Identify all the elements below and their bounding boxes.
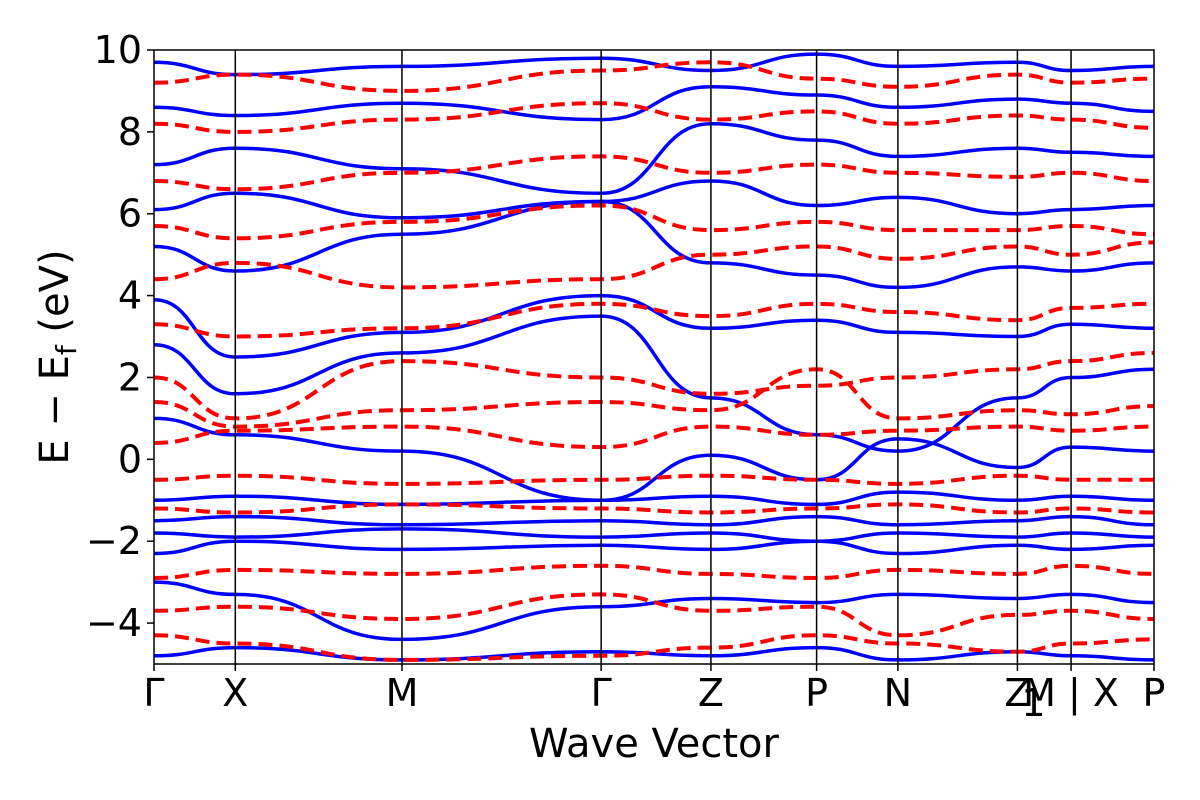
dashed-band-line-9 xyxy=(154,240,1154,290)
kpoint-lines xyxy=(234,50,1072,664)
plot-frame xyxy=(153,49,1155,665)
x-tick-label-3: Γ xyxy=(591,671,612,715)
x-axis-title: Wave Vector xyxy=(529,721,780,767)
y-axis-title-unit: (eV) xyxy=(32,249,78,345)
x-tick-label-5: P xyxy=(805,671,828,715)
y-axis: −4 −2 0 2 4 6 8 10 xyxy=(86,28,154,645)
x-tick-label-2: M xyxy=(386,671,419,715)
y-axis-title-subscript: f xyxy=(50,344,83,355)
x-tick-label-1: X xyxy=(222,671,248,715)
x-tick-label-6: N xyxy=(884,671,912,715)
solid-band-line-3 xyxy=(154,527,1154,543)
dashed-band-line-5 xyxy=(154,424,1154,450)
solid-band-line-9 xyxy=(154,199,1154,290)
y-tick-label-1: −2 xyxy=(86,519,142,563)
solid-band-line-4 xyxy=(154,514,1154,527)
x-tick-label-7: Z xyxy=(1004,671,1030,715)
solid-band-line-10 xyxy=(154,179,1154,220)
dashed-band-line-8 xyxy=(154,301,1154,339)
solid-band-line-0 xyxy=(154,645,1154,662)
x-tick-label-9: P xyxy=(1143,671,1166,715)
y-tick-label-4: 4 xyxy=(118,274,142,318)
y-axis-title-main: E − E xyxy=(32,355,78,465)
solid-band-line-5 xyxy=(154,490,1154,507)
dashed-band-line-13 xyxy=(154,60,1154,93)
x-tick-label-4: Z xyxy=(698,671,724,715)
y-axis-title: E − Ef (eV) xyxy=(32,249,83,464)
solid-band-line-2 xyxy=(154,539,1154,556)
dashed-band-line-2 xyxy=(154,563,1154,581)
y-tick-label-0: −4 xyxy=(86,601,142,645)
dashed-band-line-10 xyxy=(154,203,1154,241)
x-tick-label-8: M | X xyxy=(1023,671,1119,716)
dashed-band-line-3 xyxy=(154,502,1154,515)
dashed-band-line-1 xyxy=(154,592,1154,638)
y-tick-label-6: 8 xyxy=(118,110,142,154)
y-tick-label-7: 10 xyxy=(94,28,142,72)
solid-band-line-13 xyxy=(154,52,1154,77)
x-tick-sublabel: 1 xyxy=(1021,681,1045,725)
solid-band-line-8 xyxy=(154,293,1154,359)
y-tick-label-2: 0 xyxy=(118,437,142,481)
dashed-band-line-12 xyxy=(154,101,1154,134)
x-tick-label-0: Γ xyxy=(143,671,164,715)
bands-layer xyxy=(154,52,1154,662)
solid-band-line-6 xyxy=(154,416,1154,503)
y-tick-label-3: 2 xyxy=(118,355,142,399)
dashed-band-line-0 xyxy=(154,633,1154,662)
y-tick-label-5: 6 xyxy=(118,192,142,236)
dashed-band-line-4 xyxy=(154,473,1154,486)
solid-band-line-12 xyxy=(154,85,1154,122)
